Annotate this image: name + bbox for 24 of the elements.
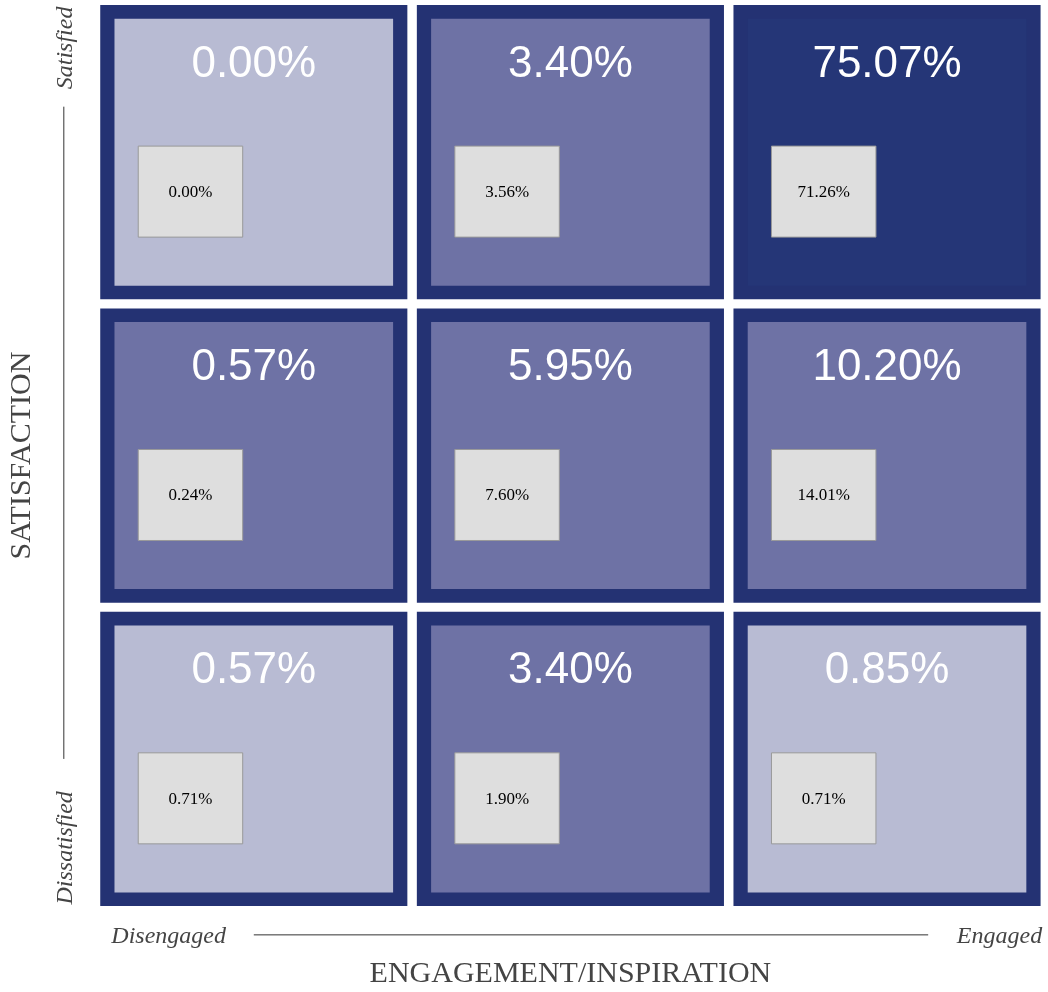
data-label: 3.40%: [508, 36, 633, 86]
data-label: 10.20%: [812, 340, 962, 390]
annotation: 0.71%: [168, 788, 213, 808]
annotation: 1.90%: [485, 788, 530, 808]
data-label: 0.57%: [191, 340, 317, 390]
y-tick-label: Satisfied: [50, 5, 77, 90]
data-label: 0.85%: [824, 643, 950, 693]
annotation: 71.26%: [797, 182, 850, 202]
data-label: 0.00%: [191, 36, 317, 86]
y-axis-title: SATISFACTION: [3, 351, 36, 560]
y-tick-label: Dissatisfied: [50, 790, 77, 906]
x-tick-label: Engaged: [955, 921, 1044, 948]
x-axis-title: ENGAGEMENT/INSPIRATION: [369, 954, 772, 988]
data-label: 0.57%: [191, 643, 317, 693]
data-label: 3.40%: [508, 643, 633, 693]
annotation: 3.56%: [485, 182, 530, 202]
annotation: 7.60%: [485, 485, 530, 505]
annotation: 0.71%: [801, 788, 846, 808]
x-tick-label: Disengaged: [110, 921, 227, 948]
annotation: 0.24%: [168, 485, 213, 505]
annotation: 14.01%: [797, 485, 850, 505]
annotation: 0.00%: [168, 182, 213, 202]
data-label: 5.95%: [508, 340, 633, 390]
data-label: 75.07%: [812, 36, 962, 86]
